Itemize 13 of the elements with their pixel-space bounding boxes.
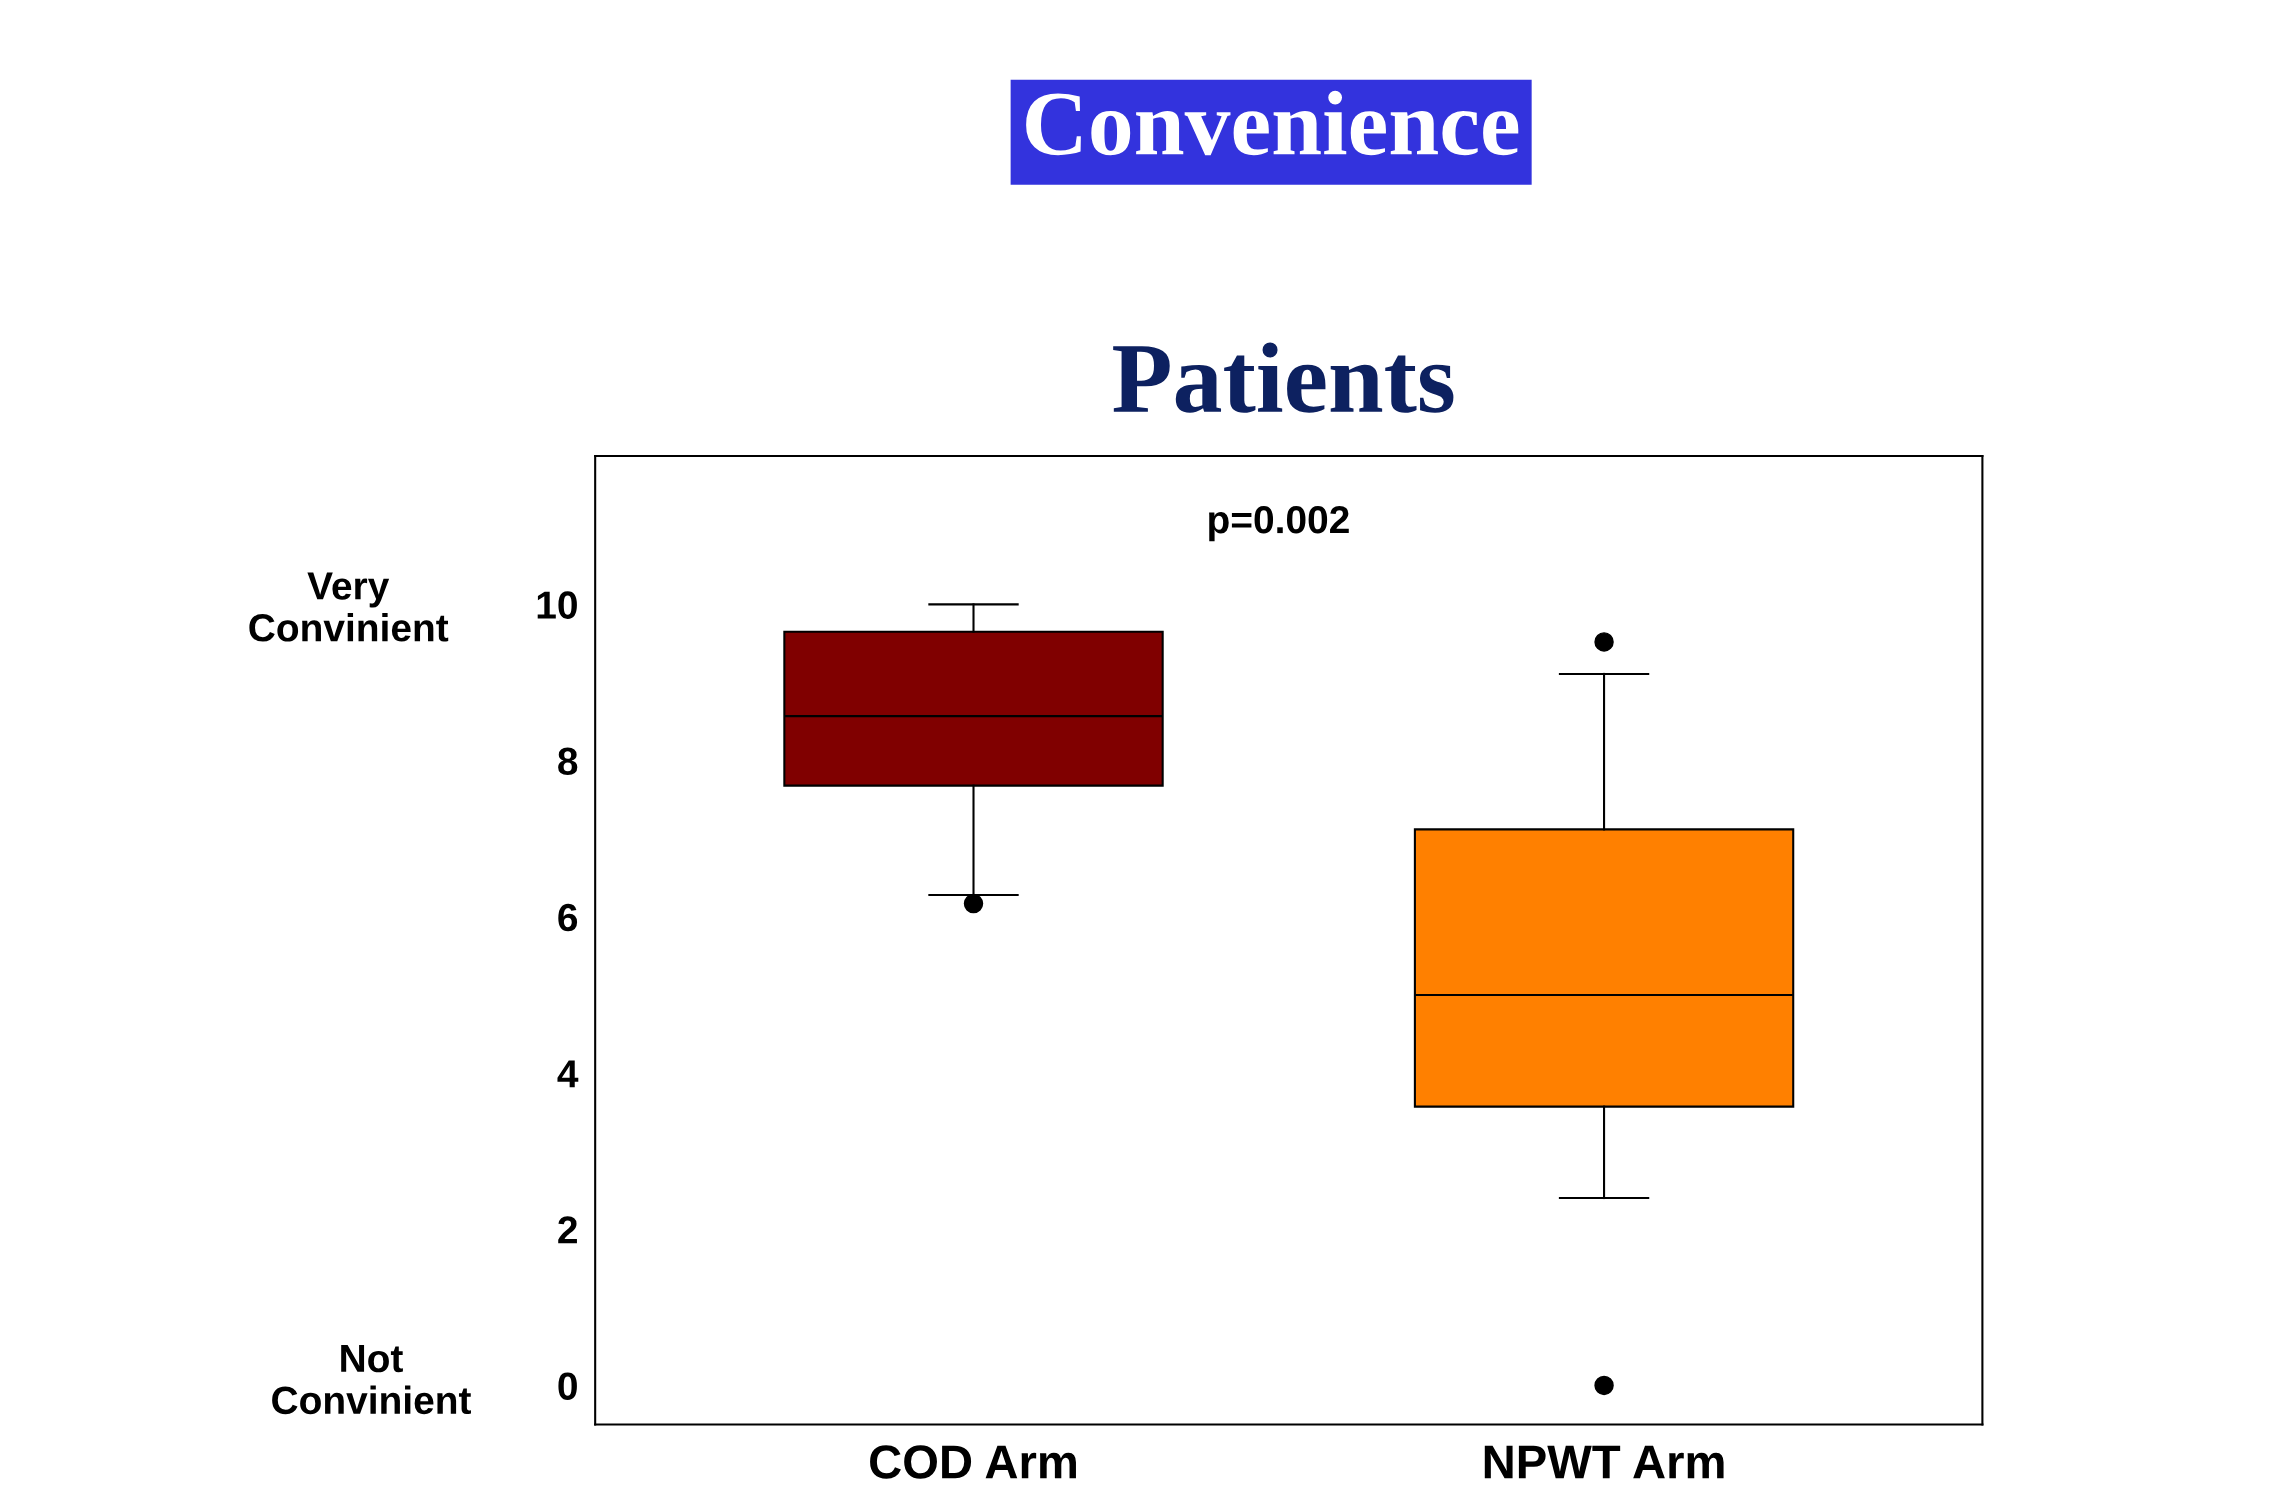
y-tick-label: 6 (558, 903, 578, 932)
y-tick-label: 4 (557, 1060, 579, 1088)
y-tick-label: 8 (558, 747, 578, 776)
chart-subtitle: Patients (1113, 342, 1454, 413)
y-tick-label: 10 (537, 591, 577, 619)
chart-title: Convenience (1026, 90, 1519, 156)
y-tick-label: 0 (558, 1372, 577, 1400)
y-tick-label: 2 (558, 1216, 577, 1244)
x-tick-label: NPWT Arm (1484, 1445, 1724, 1479)
annotation: p=0.002 (1209, 505, 1349, 542)
x-tick-label: COD Arm (870, 1445, 1076, 1479)
text: Not Convinient (272, 1345, 471, 1415)
text: Very Convinient (249, 572, 449, 642)
